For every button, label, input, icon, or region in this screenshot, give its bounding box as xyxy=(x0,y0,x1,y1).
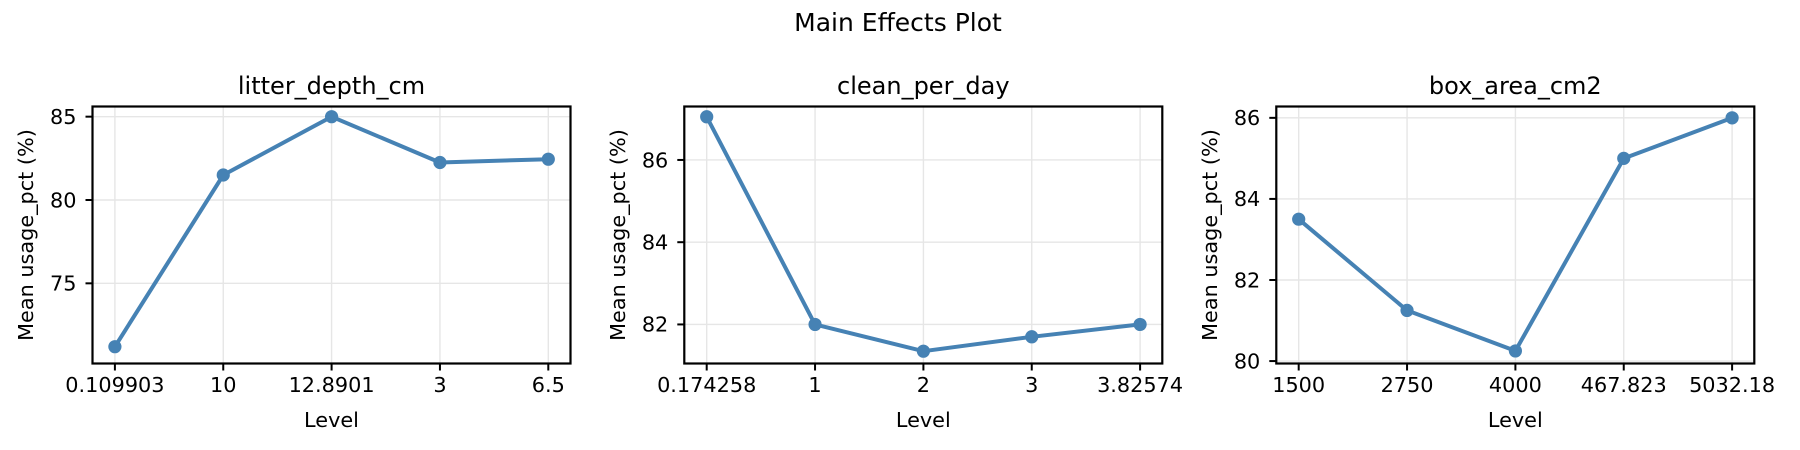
data-point-marker xyxy=(700,110,714,124)
subplot-box-area-cm2: 80 82 84 86 1500 2750 4000 467.823 5032.18 box_ar… xyxy=(1198,72,1775,432)
figure-suptitle: Main Effects Plot xyxy=(794,8,1002,37)
x-tick-label: 10 xyxy=(210,373,236,397)
x-tick-label: 1500 xyxy=(1272,373,1325,397)
data-point-marker xyxy=(433,155,447,170)
x-tick-label: 12.8901 xyxy=(289,373,375,397)
y-tick-label: 86 xyxy=(1234,106,1260,130)
y-tick-label: 82 xyxy=(1234,268,1260,292)
x-axis-label: Level xyxy=(896,408,951,432)
x-tick-label: 3 xyxy=(433,373,446,397)
y-tick-label: 75 xyxy=(50,272,76,296)
y-axis-label: Mean usage_pct (%) xyxy=(606,129,630,341)
x-tick-label: 5032.18 xyxy=(1689,373,1775,397)
y-tick-label: 80 xyxy=(1234,349,1260,373)
subplot-title: litter_depth_cm xyxy=(238,72,425,100)
plot-border xyxy=(1275,105,1756,365)
data-point-marker xyxy=(108,340,122,354)
data-point-marker xyxy=(808,317,822,332)
x-tick-label: 3.82574 xyxy=(1097,373,1183,397)
x-tick-label: 4000 xyxy=(1489,373,1542,397)
data-point-marker xyxy=(216,168,230,182)
y-tick-label: 86 xyxy=(642,148,668,172)
y-axis-label: Mean usage_pct (%) xyxy=(1198,129,1222,341)
data-point-marker xyxy=(1617,151,1631,165)
data-point-marker xyxy=(1133,317,1147,332)
x-tick-label: 3 xyxy=(1025,373,1038,397)
plot-border xyxy=(91,105,572,365)
y-axis-label: Mean usage_pct (%) xyxy=(14,129,38,341)
y-tick-label: 80 xyxy=(50,188,76,212)
x-axis-label: Level xyxy=(304,408,359,432)
x-tick-label: 6.5 xyxy=(532,373,565,397)
data-point-marker xyxy=(1725,111,1739,125)
data-point-marker xyxy=(325,110,339,124)
data-point-marker xyxy=(916,344,931,358)
data-point-marker xyxy=(1025,330,1039,344)
x-tick-label: 1 xyxy=(808,373,821,397)
data-point-marker xyxy=(541,152,555,166)
x-axis-label: Level xyxy=(1488,408,1543,432)
x-tick-label: 0.109903 xyxy=(65,373,164,397)
y-tick-label: 82 xyxy=(642,313,668,337)
data-point-marker xyxy=(1508,344,1522,358)
y-tick-label: 84 xyxy=(1234,187,1260,211)
subplot-title: box_area_cm2 xyxy=(1429,72,1602,100)
data-point-marker xyxy=(1400,303,1414,317)
x-tick-label: 0.174258 xyxy=(657,373,756,397)
subplot-litter-depth-cm: 75 80 85 0.109903 10 12.8901 3 6.5 litter_depth_… xyxy=(14,72,572,432)
plot-border xyxy=(683,105,1164,365)
x-tick-label: 2 xyxy=(917,373,930,397)
subplot-clean-per-day: 82 84 86 0.174258 1 2 3 3.82574 clean_per_day Lev… xyxy=(606,72,1183,432)
y-tick-label: 84 xyxy=(642,230,668,254)
y-tick-label: 85 xyxy=(50,105,76,129)
data-point-marker xyxy=(1292,212,1306,226)
subplot-title: clean_per_day xyxy=(837,72,1010,100)
x-tick-label: 467.823 xyxy=(1581,373,1667,397)
x-tick-label: 2750 xyxy=(1381,373,1434,397)
